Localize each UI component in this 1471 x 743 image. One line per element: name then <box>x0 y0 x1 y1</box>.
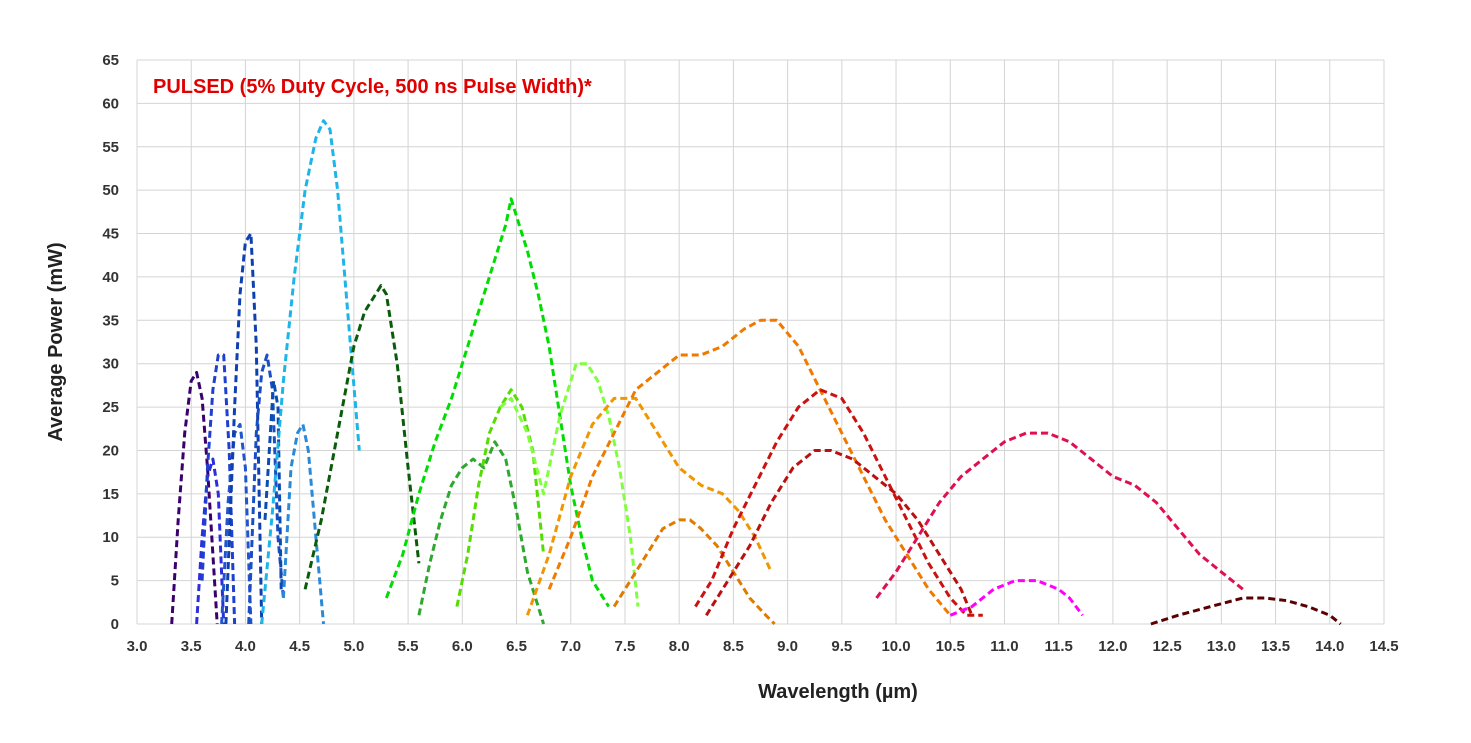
y-tick-label: 0 <box>111 616 119 633</box>
y-tick-label: 45 <box>102 226 119 243</box>
x-tick-label: 8.0 <box>669 638 690 655</box>
y-tick-labels: 0 5 10 15 20 25 30 35 40 45 50 55 60 65 <box>102 52 119 633</box>
series-line-7 <box>263 379 283 590</box>
x-tick-label: 12.5 <box>1153 638 1182 655</box>
y-axis-title: Average Power (mW) <box>45 242 67 441</box>
x-tick-label: 10.5 <box>936 638 965 655</box>
series-line-1 <box>170 370 219 625</box>
x-tick-label: 8.5 <box>723 638 744 655</box>
series-line-2 <box>195 457 226 625</box>
series-line-13 <box>455 388 546 607</box>
gridlines <box>136 59 1385 625</box>
y-tick-label: 55 <box>102 139 119 156</box>
series-line-20 <box>875 431 1244 599</box>
x-axis-title: Wavelength (µm) <box>758 681 918 703</box>
series-line-3 <box>200 353 237 625</box>
series-line-4 <box>220 422 253 625</box>
x-tick-label: 9.0 <box>777 638 798 655</box>
y-tick-label: 30 <box>102 356 119 373</box>
x-tick-label: 5.0 <box>343 638 364 655</box>
x-tick-label: 3.5 <box>181 638 202 655</box>
y-tick-label: 40 <box>102 269 119 286</box>
x-tick-label: 4.0 <box>235 638 256 655</box>
series-line-18 <box>694 388 983 617</box>
y-tick-label: 15 <box>102 486 119 503</box>
chart-annotation: PULSED (5% Duty Cycle, 500 ns Pulse Widt… <box>153 76 592 98</box>
x-tick-label: 9.5 <box>831 638 852 655</box>
x-tick-label: 5.5 <box>398 638 419 655</box>
series-line-14 <box>499 362 640 607</box>
y-tick-label: 10 <box>102 529 119 546</box>
x-tick-label: 13.5 <box>1261 638 1290 655</box>
series-line-10 <box>303 284 421 590</box>
x-tick-label: 12.0 <box>1098 638 1127 655</box>
x-tick-label: 7.0 <box>560 638 581 655</box>
y-tick-label: 65 <box>102 52 119 69</box>
x-tick-label: 13.0 <box>1207 638 1236 655</box>
series-line-8 <box>281 422 325 625</box>
x-tick-label: 11.0 <box>990 638 1018 655</box>
series-line-5 <box>224 232 264 625</box>
x-tick-label: 6.5 <box>506 638 527 655</box>
x-tick-label: 11.5 <box>1045 638 1073 655</box>
series-line-16 <box>547 318 952 617</box>
series-line-12 <box>417 440 546 625</box>
series-line-19 <box>705 449 974 617</box>
series-line-15 <box>525 396 773 616</box>
y-tick-label: 5 <box>111 573 119 590</box>
x-tick-label: 3.0 <box>127 638 148 655</box>
y-tick-label: 60 <box>102 95 119 112</box>
y-tick-label: 50 <box>102 182 119 199</box>
series-line-17 <box>612 518 776 626</box>
series-line-9 <box>260 119 361 625</box>
series-line-11 <box>384 197 610 608</box>
y-tick-label: 25 <box>102 399 119 416</box>
x-tick-label: 10.0 <box>881 638 910 655</box>
y-tick-label: 20 <box>102 442 119 459</box>
series-line-22 <box>1150 596 1342 626</box>
x-tick-label: 7.5 <box>615 638 636 655</box>
series-line-6 <box>247 353 285 625</box>
x-tick-label: 14.5 <box>1369 638 1398 655</box>
series-group <box>170 119 1342 626</box>
y-tick-label: 35 <box>102 312 119 329</box>
x-tick-labels: 3.0 3.5 4.0 4.5 5.0 5.5 6.0 6.5 7.0 7.5 8.0 8.5 9.0 9… <box>127 638 1399 655</box>
x-tick-label: 6.0 <box>452 638 473 655</box>
x-tick-label: 4.5 <box>289 638 310 655</box>
x-tick-label: 14.0 <box>1315 638 1344 655</box>
